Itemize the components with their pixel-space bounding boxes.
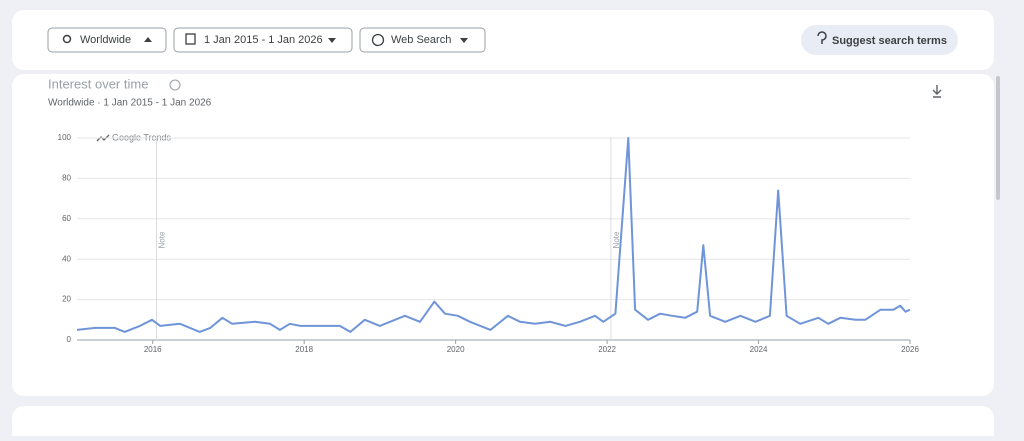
note-label: Note [158, 231, 167, 248]
x-tick-label: 2018 [295, 345, 313, 354]
x-tick-label: 2020 [447, 345, 465, 354]
y-tick-label: 60 [62, 214, 71, 223]
info-icon[interactable] [169, 79, 181, 91]
x-tick-label: 2024 [750, 345, 768, 354]
chart-title: Interest over time [48, 76, 148, 91]
chart-card [12, 74, 994, 396]
trend-line [76, 137, 911, 333]
watermark: Google Trends [112, 132, 172, 142]
property-button[interactable]: Web Search [359, 27, 486, 53]
location-label: Worldwide [80, 34, 131, 46]
next-card [12, 406, 994, 441]
suggest-label: Suggest search terms [832, 35, 947, 47]
y-tick-label: 100 [58, 133, 72, 142]
x-tick-label: 2016 [144, 345, 162, 354]
y-tick-label: 20 [62, 295, 71, 304]
chart-subtitle: Worldwide · 1 Jan 2015 - 1 Jan 2026 [48, 98, 212, 109]
x-tick-label: 2026 [901, 345, 919, 354]
toolbar-card [12, 10, 994, 70]
date-label: 1 Jan 2015 - 1 Jan 2026 [204, 34, 323, 46]
y-tick-label: 80 [62, 174, 71, 183]
download-icon[interactable] [932, 85, 942, 98]
location-button[interactable]: Worldwide [47, 27, 167, 53]
date-button[interactable]: 1 Jan 2015 - 1 Jan 2026 [173, 27, 353, 53]
note-label: Note [612, 231, 621, 248]
scrollbar [996, 76, 1000, 200]
y-tick-label: 40 [62, 254, 71, 263]
property-label: Web Search [391, 34, 451, 46]
suggest-button[interactable]: Suggest search terms [801, 25, 958, 55]
y-tick-label: 0 [67, 335, 72, 344]
x-tick-label: 2022 [598, 345, 616, 354]
